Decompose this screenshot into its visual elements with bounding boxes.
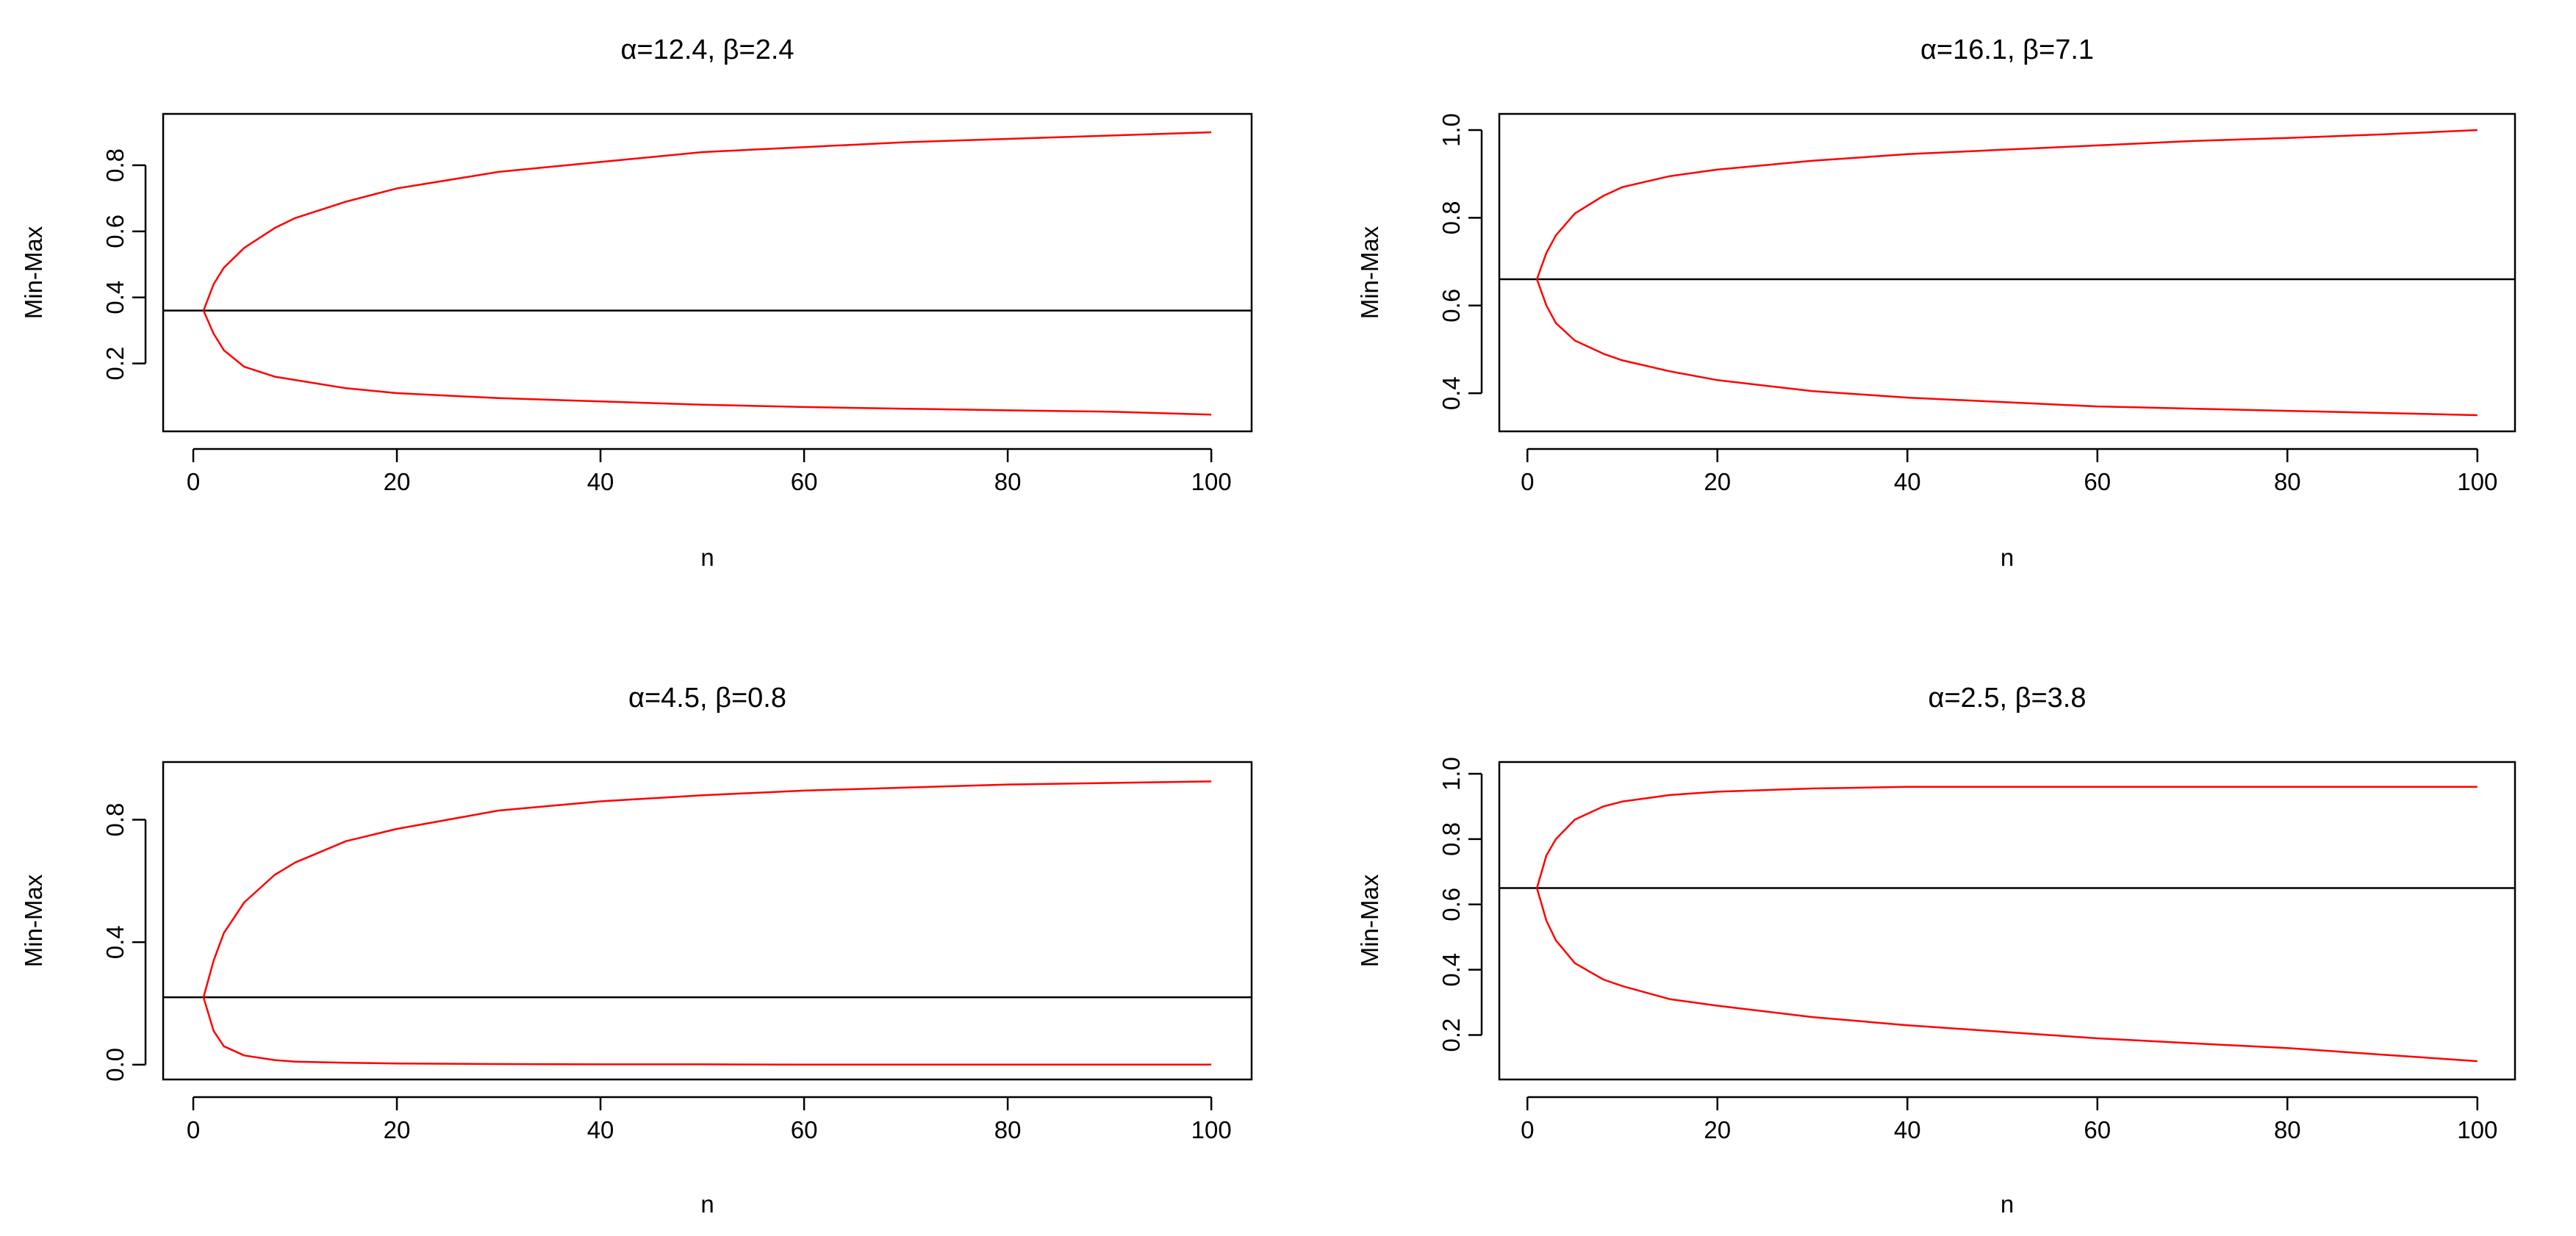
- x-tick-label: 60: [2084, 1116, 2111, 1143]
- y-axis-label: Min-Max: [20, 874, 47, 967]
- y-axis-label: Min-Max: [1356, 226, 1383, 319]
- series-max-line: [1535, 786, 2478, 888]
- x-tick-label: 20: [384, 468, 411, 495]
- plot-frame: [1498, 761, 2516, 1081]
- chart-title: α=4.5, β=0.8: [628, 683, 786, 714]
- series-max-line: [1536, 129, 2478, 280]
- x-axis-label: n: [700, 544, 714, 571]
- chart-title: α=12.4, β=2.4: [620, 35, 794, 65]
- x-tick-label: 0: [1521, 468, 1534, 495]
- x-tick-label: 60: [2084, 468, 2111, 495]
- x-tick-label: 100: [2457, 468, 2497, 495]
- x-tick-label: 20: [1704, 1116, 1731, 1143]
- chart-panel-1: α=12.4, β=2.4 0 20 40 60 80 100 n 0.2 0.4 0.6 0.8 Mi…: [20, 35, 1253, 571]
- chart-title: α=16.1, β=7.1: [1920, 35, 2094, 65]
- x-tick-label: 0: [1521, 1116, 1534, 1143]
- x-tick-label: 0: [187, 1116, 200, 1143]
- plot-frame: [162, 761, 1253, 1081]
- plot-frame: [1498, 112, 2516, 433]
- y-tick-label: 0.2: [1438, 1018, 1465, 1052]
- series-max-line: [202, 780, 1212, 998]
- x-tick-label: 20: [1704, 468, 1731, 495]
- x-tick-label: 20: [384, 1116, 411, 1143]
- y-tick-label: 0.6: [101, 215, 129, 248]
- x-tick-label: 0: [187, 468, 200, 495]
- chart-title: α=2.5, β=3.8: [1929, 683, 2087, 714]
- x-tick-label: 60: [791, 1116, 818, 1143]
- x-tick-label: 80: [2274, 1116, 2301, 1143]
- y-tick-label: 0.0: [101, 1048, 129, 1082]
- y-tick-label: 0.4: [101, 281, 129, 315]
- y-tick-label: 1.0: [1438, 757, 1465, 791]
- series-min-line: [1536, 279, 2478, 417]
- y-tick-label: 0.6: [1438, 888, 1465, 921]
- y-tick-label: 0.8: [101, 803, 129, 837]
- x-tick-label: 40: [587, 468, 614, 495]
- y-tick-label: 0.8: [101, 148, 129, 182]
- x-tick-label: 60: [791, 468, 818, 495]
- series-max-line: [202, 131, 1212, 312]
- x-axis-label: n: [2001, 544, 2014, 571]
- x-axis-label: n: [2001, 1190, 2014, 1218]
- x-tick-label: 100: [1191, 468, 1232, 495]
- y-tick-label: 0.8: [1438, 201, 1465, 234]
- y-tick-label: 0.4: [101, 925, 129, 959]
- x-tick-label: 100: [2457, 1116, 2497, 1143]
- y-axis-label: Min-Max: [1356, 874, 1383, 967]
- x-tick-label: 80: [994, 468, 1022, 495]
- series-min-line: [1535, 888, 2478, 1063]
- x-tick-label: 80: [994, 1116, 1022, 1143]
- y-tick-label: 0.4: [1438, 376, 1465, 410]
- x-tick-label: 40: [1894, 468, 1921, 495]
- x-tick-label: 40: [587, 1116, 614, 1143]
- y-tick-label: 0.6: [1438, 289, 1465, 323]
- chart-panel-3: α=4.5, β=0.8 0 20 40 60 80 100 n 0.0 0.4 0.8 Min-Ma…: [20, 683, 1253, 1218]
- series-min-line: [202, 996, 1212, 1066]
- series-min-line: [202, 310, 1212, 416]
- plot-frame: [162, 112, 1253, 433]
- x-tick-label: 100: [1191, 1116, 1232, 1143]
- y-tick-label: 0.2: [101, 347, 129, 381]
- y-axis-label: Min-Max: [20, 226, 47, 319]
- x-tick-label: 40: [1894, 1116, 1921, 1143]
- x-tick-label: 80: [2274, 468, 2301, 495]
- y-tick-label: 0.4: [1438, 953, 1465, 987]
- chart-panel-4: α=2.5, β=3.8 0 20 40 60 80 100 n 0.2 0.4 0.6 0.8 1.0…: [1356, 683, 2516, 1218]
- x-axis-label: n: [700, 1190, 714, 1218]
- y-tick-label: 1.0: [1438, 113, 1465, 147]
- y-tick-label: 0.8: [1438, 822, 1465, 856]
- chart-panel-2: α=16.1, β=7.1 0 20 40 60 80 100 n 0.4 0.6 0.8 1.0 Mi…: [1356, 35, 2516, 571]
